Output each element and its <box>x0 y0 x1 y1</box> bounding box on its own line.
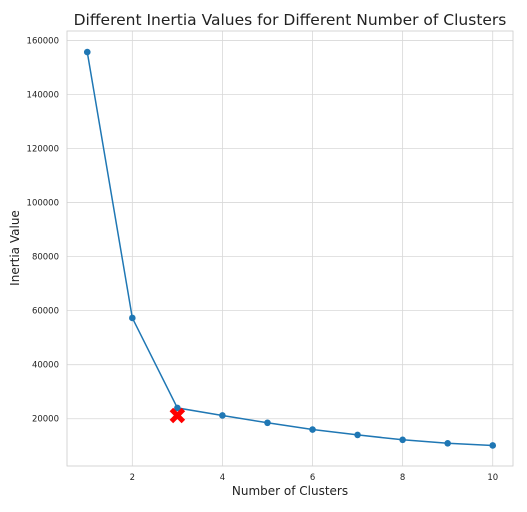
data-point <box>309 426 316 433</box>
y-tick-label: 80000 <box>32 253 59 263</box>
data-point <box>444 440 451 447</box>
data-point <box>83 48 91 56</box>
highlight-layer <box>169 407 186 424</box>
y-tick-label: 120000 <box>27 145 59 155</box>
chart-title: Different Inertia Values for Different N… <box>74 11 507 29</box>
y-tick-label: 20000 <box>32 415 59 425</box>
tick-labels: 2 4 6 8 10 20000 40000 60000 80000 100000 120000 14… <box>27 36 499 483</box>
elbow-marker <box>169 407 186 424</box>
y-tick-label: 140000 <box>27 90 59 100</box>
y-axis-label: Inertia Value <box>8 210 22 286</box>
data-point <box>219 412 226 419</box>
x-tick-label: 2 <box>130 473 135 483</box>
y-tick-label: 100000 <box>27 199 59 209</box>
data-point <box>354 431 361 439</box>
x-tick-label: 8 <box>400 473 405 483</box>
x-axis-label: Number of Clusters <box>232 484 348 498</box>
data-point <box>174 404 181 412</box>
grid-layer <box>67 31 513 466</box>
y-tick-label: 40000 <box>32 361 59 371</box>
series-line <box>86 51 493 447</box>
x-tick-label: 6 <box>310 473 315 483</box>
y-tick-label: 60000 <box>32 307 59 317</box>
plot-frame <box>66 30 514 467</box>
data-point <box>489 442 497 449</box>
data-point <box>264 419 271 427</box>
data-point <box>399 436 406 444</box>
data-point <box>129 314 136 322</box>
series-layer <box>83 48 497 449</box>
elbow-marker-stroke <box>169 407 186 424</box>
x-tick-label: 10 <box>487 473 498 483</box>
x-tick-label: 4 <box>220 473 225 483</box>
y-tick-label: 160000 <box>27 36 59 46</box>
